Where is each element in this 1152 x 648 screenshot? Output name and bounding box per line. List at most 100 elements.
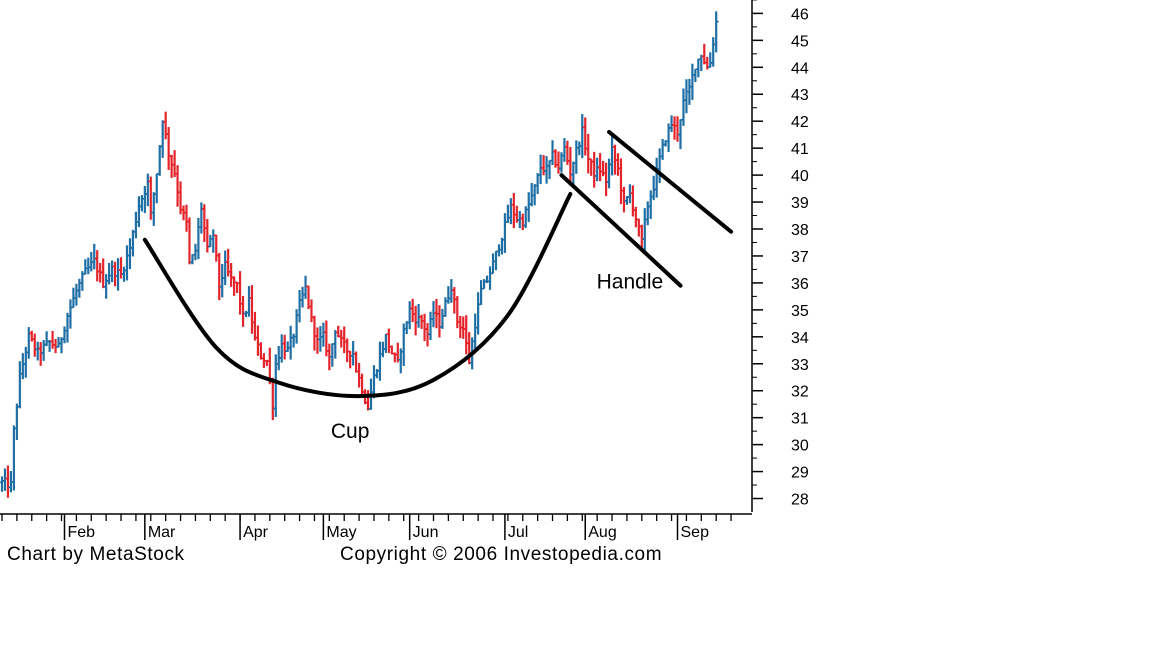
y-tick-label: 40 — [791, 168, 809, 185]
price-bar — [532, 184, 538, 206]
price-bar — [279, 334, 285, 363]
price-bar — [291, 333, 297, 348]
price-bar — [487, 266, 493, 290]
price-bar — [356, 362, 362, 388]
price-bar — [365, 390, 371, 411]
month-label: Jul — [508, 524, 528, 541]
price-bar — [428, 311, 434, 341]
price-bars — [0, 11, 719, 498]
price-bar — [306, 285, 312, 310]
price-bar — [139, 195, 145, 212]
price-bar — [56, 337, 62, 348]
price-bar — [67, 299, 73, 329]
price-bar — [44, 331, 50, 347]
price-bar — [41, 340, 47, 361]
y-tick-label: 34 — [791, 330, 809, 347]
price-bar — [142, 185, 148, 214]
price-bar — [377, 341, 383, 381]
price-bar — [490, 253, 496, 275]
y-tick-label: 41 — [791, 141, 809, 158]
price-bar — [11, 425, 17, 491]
price-bar — [701, 43, 707, 65]
price-bar — [5, 465, 11, 498]
price-bar — [660, 139, 666, 160]
price-bar — [478, 280, 484, 306]
y-tick-label: 30 — [791, 438, 809, 455]
price-bar — [579, 114, 585, 159]
price-bar — [314, 327, 320, 354]
price-bar — [136, 196, 142, 228]
price-bar — [175, 165, 181, 207]
price-bar — [645, 201, 651, 226]
month-label: May — [326, 524, 356, 541]
price-bar — [204, 219, 210, 253]
price-bar — [451, 287, 457, 314]
price-bar — [707, 52, 713, 68]
credit-left: Chart by MetaStock — [7, 544, 185, 565]
price-bar — [311, 315, 317, 351]
price-bar — [26, 327, 32, 359]
price-bar — [169, 154, 175, 178]
price-bar — [654, 157, 660, 198]
price-bar — [639, 224, 645, 249]
price-bar — [303, 275, 309, 299]
price-bar — [436, 305, 442, 338]
price-bar — [692, 68, 698, 83]
price-bar — [50, 330, 56, 349]
price-bar — [294, 309, 300, 344]
month-label: Aug — [588, 524, 616, 541]
y-tick-label: 37 — [791, 249, 809, 266]
price-bar — [401, 323, 407, 366]
price-bar — [710, 37, 716, 67]
price-bar — [630, 185, 636, 217]
cup-curve — [142, 191, 573, 399]
annotation-cup: Cup — [331, 420, 370, 443]
price-bar — [231, 276, 237, 296]
price-bar — [195, 217, 201, 260]
price-bar — [603, 162, 609, 197]
price-bar — [163, 111, 169, 140]
price-bar — [14, 403, 20, 441]
price-bar — [109, 260, 115, 283]
price-bar — [320, 322, 326, 347]
price-bar — [508, 198, 514, 225]
price-bar — [91, 243, 97, 270]
price-bar — [651, 175, 657, 201]
annotation-handle: Handle — [597, 270, 664, 293]
price-bar — [112, 261, 118, 287]
price-bar — [555, 151, 561, 174]
axes — [0, 0, 763, 540]
price-bar — [115, 258, 121, 291]
price-bar — [573, 140, 579, 174]
month-labels: Feb Mar Apr May Jun Jul Aug Sep — [67, 524, 709, 541]
price-bar — [615, 153, 621, 176]
price-bar — [207, 234, 213, 248]
handle-upper-line — [607, 129, 734, 234]
price-bar — [285, 341, 291, 353]
price-bar — [353, 351, 359, 373]
month-label: Sep — [681, 524, 710, 541]
price-bar — [252, 311, 258, 341]
price-bar — [657, 148, 663, 184]
price-bar — [240, 295, 246, 327]
price-bar — [502, 213, 508, 253]
price-bar — [20, 353, 26, 380]
price-bar — [419, 314, 425, 329]
price-bar — [222, 250, 228, 286]
price-bar — [410, 298, 416, 323]
price-bar — [541, 155, 547, 176]
price-bar — [121, 266, 127, 282]
price-bar — [422, 313, 428, 342]
price-bar — [463, 315, 469, 355]
price-bar — [0, 476, 5, 492]
price-bar — [332, 330, 338, 359]
price-bar — [493, 250, 499, 271]
price-bar — [460, 316, 466, 339]
handle-lower-line — [559, 173, 683, 288]
price-bar — [439, 308, 445, 329]
price-bar — [184, 204, 189, 232]
price-bar — [517, 211, 523, 229]
price-bar — [100, 258, 106, 289]
price-bar — [672, 116, 678, 140]
price-bar — [246, 286, 252, 317]
